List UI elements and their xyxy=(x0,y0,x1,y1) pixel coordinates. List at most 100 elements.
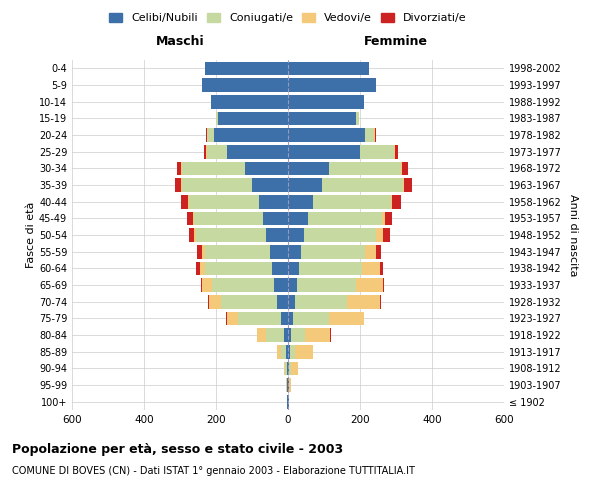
Bar xyxy=(266,328,284,342)
Bar xyxy=(284,362,285,375)
Bar xyxy=(177,162,181,175)
Bar xyxy=(207,145,227,158)
Bar xyxy=(288,162,329,175)
Bar xyxy=(290,345,295,358)
Bar xyxy=(288,278,297,292)
Bar xyxy=(272,262,288,275)
Bar xyxy=(365,128,374,142)
Bar xyxy=(383,228,390,242)
Bar xyxy=(347,295,380,308)
Bar xyxy=(293,312,329,325)
Bar xyxy=(395,145,398,158)
Bar xyxy=(194,212,263,225)
Bar xyxy=(297,278,356,292)
Bar xyxy=(206,145,207,158)
Bar xyxy=(362,262,380,275)
Text: Popolazione per età, sesso e stato civile - 2003: Popolazione per età, sesso e stato civil… xyxy=(12,442,343,456)
Bar xyxy=(329,162,401,175)
Bar xyxy=(380,262,383,275)
Bar xyxy=(259,195,288,208)
Bar xyxy=(322,178,403,192)
Bar xyxy=(356,278,383,292)
Bar xyxy=(329,312,364,325)
Bar xyxy=(284,328,288,342)
Bar xyxy=(375,128,376,142)
Bar xyxy=(288,212,308,225)
Bar xyxy=(206,128,207,142)
Bar xyxy=(257,328,266,342)
Bar xyxy=(392,195,401,208)
Bar xyxy=(218,112,288,125)
Bar xyxy=(212,278,274,292)
Bar xyxy=(383,278,385,292)
Bar xyxy=(287,362,288,375)
Bar xyxy=(189,195,259,208)
Bar xyxy=(288,312,293,325)
Bar xyxy=(356,112,359,125)
Bar xyxy=(288,95,364,108)
Bar xyxy=(288,145,360,158)
Bar xyxy=(394,145,395,158)
Bar xyxy=(252,178,288,192)
Bar xyxy=(197,245,202,258)
Bar xyxy=(221,295,277,308)
Bar xyxy=(227,312,238,325)
Bar xyxy=(277,345,281,358)
Y-axis label: Fasce di età: Fasce di età xyxy=(26,202,36,268)
Text: Maschi: Maschi xyxy=(155,36,205,49)
Bar xyxy=(263,212,288,225)
Bar xyxy=(295,345,313,358)
Bar xyxy=(299,262,362,275)
Bar xyxy=(266,228,288,242)
Bar xyxy=(209,295,221,308)
Bar xyxy=(289,362,291,375)
Bar xyxy=(308,212,382,225)
Bar xyxy=(401,162,403,175)
Bar xyxy=(202,278,212,292)
Bar xyxy=(391,195,392,208)
Bar xyxy=(245,162,288,175)
Bar xyxy=(291,328,305,342)
Bar xyxy=(301,245,365,258)
Bar xyxy=(281,345,286,358)
Bar xyxy=(295,295,347,308)
Bar xyxy=(175,178,181,192)
Bar xyxy=(182,178,252,192)
Text: COMUNE DI BOVES (CN) - Dati ISTAT 1° gennaio 2003 - Elaborazione TUTTITALIA.IT: COMUNE DI BOVES (CN) - Dati ISTAT 1° gen… xyxy=(12,466,415,476)
Bar xyxy=(238,312,281,325)
Bar xyxy=(404,178,412,192)
Bar xyxy=(288,395,289,408)
Bar xyxy=(274,278,288,292)
Bar xyxy=(181,162,182,175)
Bar xyxy=(288,62,369,75)
Bar xyxy=(385,212,392,225)
Bar xyxy=(313,195,391,208)
Bar xyxy=(277,295,288,308)
Bar xyxy=(208,295,209,308)
Bar xyxy=(403,162,408,175)
Bar xyxy=(287,378,288,392)
Bar xyxy=(288,128,365,142)
Bar xyxy=(304,228,376,242)
Bar xyxy=(200,262,205,275)
Bar xyxy=(188,195,189,208)
Bar xyxy=(281,312,288,325)
Bar xyxy=(270,245,288,258)
Bar xyxy=(291,362,298,375)
Bar xyxy=(288,245,301,258)
Bar xyxy=(365,245,376,258)
Bar xyxy=(288,78,376,92)
Bar xyxy=(305,328,331,342)
Bar xyxy=(202,245,205,258)
Bar xyxy=(196,228,266,242)
Bar xyxy=(194,228,196,242)
Bar xyxy=(227,145,288,158)
Bar xyxy=(288,195,313,208)
Bar xyxy=(287,395,288,408)
Bar xyxy=(288,295,295,308)
Bar xyxy=(403,178,404,192)
Bar xyxy=(216,112,218,125)
Bar xyxy=(288,178,322,192)
Bar xyxy=(205,145,206,158)
Bar xyxy=(200,278,202,292)
